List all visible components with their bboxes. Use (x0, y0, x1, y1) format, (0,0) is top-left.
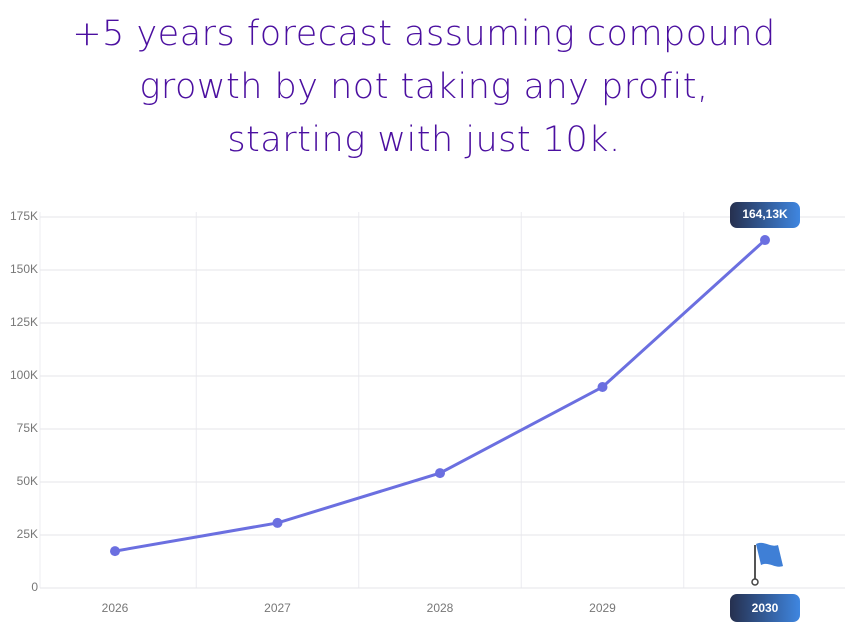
point (272, 517, 283, 528)
y-tick-label: 50K (17, 474, 38, 488)
value-label: 164,13K (742, 207, 788, 221)
point (110, 546, 120, 557)
chart-title: +5 years forecast assuming compound grow… (72, 14, 776, 160)
y-tick-label: 175K (10, 209, 38, 223)
point (760, 235, 770, 246)
y-tick-label: 75K (17, 421, 38, 435)
x-tick-label: 2027 (264, 601, 291, 615)
y-tick-label: 25K (17, 527, 38, 541)
y-tick-label: 100K (10, 368, 38, 382)
line (114, 238, 767, 553)
y-tick-label: 0 (31, 580, 38, 594)
flag-icon (751, 542, 783, 586)
x-tick-label: 2026 (102, 601, 129, 615)
x-tick-label: 2028 (427, 601, 454, 615)
point (435, 468, 445, 479)
x-tick-label: 2030 (752, 601, 779, 615)
y-tick-label: 150K (10, 262, 38, 276)
x-tick-label: 2029 (589, 601, 616, 615)
value-label-badge (730, 202, 800, 229)
x-label-badge (730, 594, 800, 622)
y-tick-label: 125K (10, 315, 38, 329)
point (597, 382, 608, 393)
